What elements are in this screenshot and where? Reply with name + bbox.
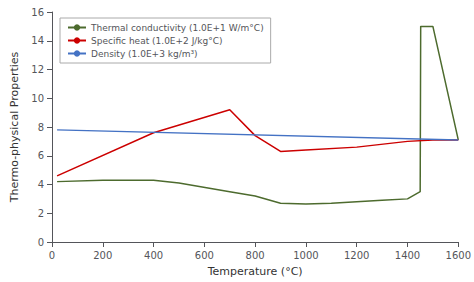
svg-text:Specific heat (1.0E+2 J/kg°C): Specific heat (1.0E+2 J/kg°C) [91, 36, 223, 46]
svg-text:16: 16 [31, 7, 44, 18]
svg-text:Thermo-physical Properties: Thermo-physical Properties [8, 51, 21, 203]
svg-text:8: 8 [38, 122, 44, 133]
svg-text:1600: 1600 [446, 250, 471, 261]
svg-text:0: 0 [49, 250, 55, 261]
svg-text:1200: 1200 [344, 250, 369, 261]
svg-text:2: 2 [38, 208, 44, 219]
svg-text:14: 14 [31, 35, 44, 46]
svg-text:4: 4 [38, 179, 44, 190]
svg-text:Density (1.0E+3 kg/m³): Density (1.0E+3 kg/m³) [91, 49, 198, 59]
svg-text:800: 800 [246, 250, 265, 261]
svg-text:10: 10 [31, 93, 44, 104]
svg-text:Temperature (°C): Temperature (°C) [207, 265, 303, 278]
svg-text:400: 400 [144, 250, 163, 261]
svg-text:Thermal conductivity (1.0E+1 W: Thermal conductivity (1.0E+1 W/m°C) [90, 23, 264, 33]
svg-text:6: 6 [38, 150, 44, 161]
svg-text:12: 12 [31, 64, 44, 75]
svg-text:1000: 1000 [293, 250, 318, 261]
svg-text:600: 600 [195, 250, 214, 261]
svg-text:1400: 1400 [395, 250, 420, 261]
svg-text:0: 0 [38, 237, 44, 248]
svg-text:200: 200 [93, 250, 112, 261]
